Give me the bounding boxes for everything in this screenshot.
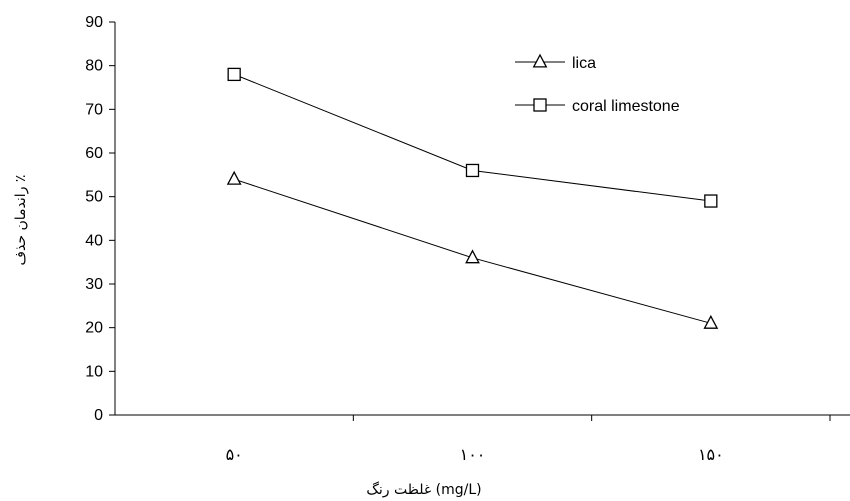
y-tick-label: 90: [85, 14, 103, 31]
series-line: [233, 73, 711, 202]
x-tick-label: ۱۰۰: [460, 445, 486, 464]
y-tick-label: 60: [85, 145, 103, 162]
data-point: [226, 170, 242, 185]
data-point: [227, 67, 241, 82]
legend-marker: [533, 98, 547, 112]
y-tick-label: 0: [94, 407, 103, 424]
series-1: [227, 67, 718, 208]
y-tick-label: 40: [85, 232, 103, 249]
legend-label: coral limestone: [572, 98, 680, 115]
legend-item: coral limestone: [515, 98, 680, 115]
legend-label: lica: [572, 55, 596, 72]
legend-marker: [532, 53, 548, 68]
y-tick-label: 80: [85, 58, 103, 75]
x-ticks: ۵۰ ۱۰۰ ۱۵۰: [226, 415, 831, 464]
y-tick-label: 20: [85, 320, 103, 337]
y-tick-label: 30: [85, 276, 103, 293]
legend: lica coral limestone: [515, 53, 680, 115]
data-point: [465, 163, 480, 178]
y-ticks: 0 10 20 30 40 50 60 70 80 90: [85, 14, 115, 424]
x-tick-label: ۱۵۰: [698, 445, 724, 464]
data-point: [703, 314, 719, 329]
y-tick-label: 50: [85, 189, 103, 206]
series-0: [226, 170, 719, 329]
x-axis-label: غلظت رنگ (mg/L): [366, 481, 481, 498]
y-axis-label: راندمان حذف ٪: [13, 175, 29, 266]
data-point: [465, 249, 480, 264]
y-tick-label: 10: [85, 363, 103, 380]
series-group: [226, 67, 719, 329]
legend-item: lica: [515, 53, 596, 72]
data-point: [704, 194, 718, 208]
x-tick-label: ۵۰: [226, 445, 243, 464]
y-tick-label: 70: [85, 101, 103, 118]
